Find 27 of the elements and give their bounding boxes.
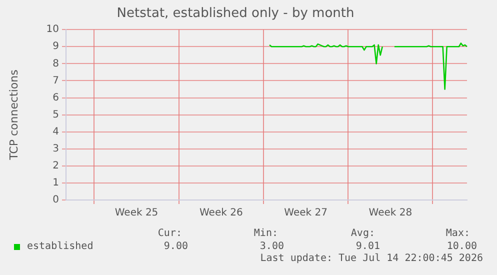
y-tick-label: 2 xyxy=(52,160,59,172)
text: 9.00 xyxy=(164,241,188,252)
chart-title: Netstat, established only - by month xyxy=(116,6,354,22)
x-tick-label: Week 28 xyxy=(368,208,412,219)
y-tick-label: 0 xyxy=(52,194,59,206)
y-tick-label: 5 xyxy=(52,109,59,120)
x-tick-label: Week 27 xyxy=(284,208,328,219)
legend-label: established xyxy=(27,241,94,252)
text: Max: xyxy=(446,228,470,239)
x-tick-label: Week 25 xyxy=(114,208,158,219)
text: Last update: Tue Jul 14 22:00:45 2026 xyxy=(260,253,483,264)
y-tick-label: 1 xyxy=(52,178,59,189)
text: Cur: xyxy=(158,228,182,239)
y-axis-title: TCP connections xyxy=(7,69,20,161)
x-tick-label: Week 26 xyxy=(200,208,243,219)
y-tick-label: 10 xyxy=(46,24,59,36)
text: 9.01 xyxy=(356,241,380,252)
y-tick-label: 7 xyxy=(52,75,59,86)
text: Min: xyxy=(254,228,278,239)
y-tick-label: 4 xyxy=(52,126,59,138)
y-tick-label: 3 xyxy=(52,143,59,154)
y-tick-label: 9 xyxy=(52,41,59,52)
y-tick-label: 6 xyxy=(52,92,59,104)
y-tick-label: 8 xyxy=(52,58,59,70)
text: 10.00 xyxy=(446,241,477,252)
text: Avg: xyxy=(350,228,375,239)
text: 3.00 xyxy=(260,241,284,252)
